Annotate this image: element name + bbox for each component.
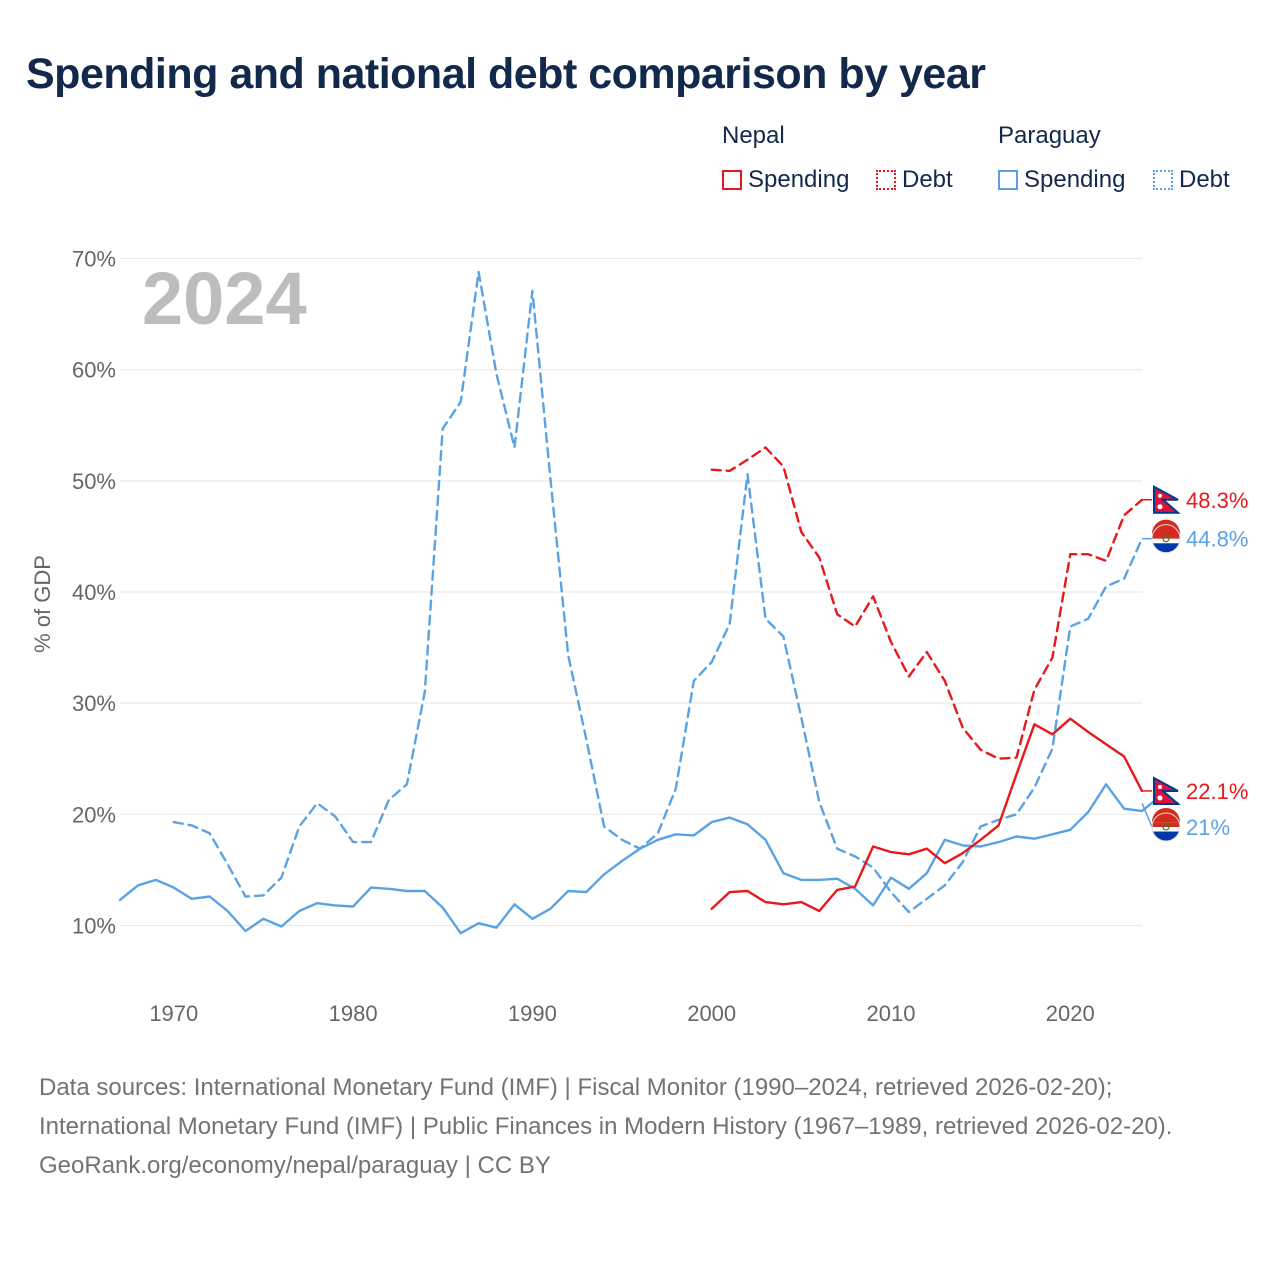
end-markers: 48.3% 44.8% 22.1% 21%: [1141, 485, 1248, 842]
solid-swatch-icon: [998, 170, 1018, 190]
legend-label: Spending: [748, 166, 850, 193]
solid-swatch-icon: [722, 170, 742, 190]
gridlines: [120, 258, 1142, 926]
y-tick-label: 70%: [72, 247, 116, 272]
paraguay-debt-line[interactable]: [172, 270, 1144, 914]
chart-title: Spending and national debt comparison by…: [26, 50, 986, 98]
x-tick-label: 2020: [1046, 1001, 1095, 1026]
credit-link[interactable]: GeoRank.org/economy/nepal/paraguay | CC …: [39, 1152, 551, 1179]
legend-item-nepal-debt[interactable]: Debt: [876, 166, 953, 194]
y-tick-label: 30%: [72, 691, 116, 716]
legend: Nepal Spending Debt Paraguay Spending De…: [722, 122, 1262, 202]
nepal-spending-end-label: 22.1%: [1186, 779, 1248, 804]
x-tick-label: 1990: [508, 1001, 557, 1026]
nepal-flag-icon: [1152, 485, 1181, 514]
y-tick-label: 20%: [72, 802, 116, 827]
paraguay-flag-icon: [1151, 519, 1181, 554]
legend-label: Debt: [902, 166, 953, 193]
y-axis-ticks: 10% 20% 30% 40% 50% 60% 70%: [72, 247, 116, 939]
x-axis-ticks: 1970 1980 1990 2000 2010 2020: [149, 1001, 1094, 1026]
paraguay-flag-icon: [1151, 807, 1181, 842]
legend-item-nepal-spending[interactable]: Spending: [722, 166, 849, 194]
line-chart: 10% 20% 30% 40% 50% 60% 70% 1970 1980 1990 2000 20…: [30, 247, 1248, 1026]
nepal-debt-end-label: 48.3%: [1186, 488, 1248, 513]
legend-item-paraguay-spending[interactable]: Spending: [998, 166, 1125, 194]
nepal-debt-line[interactable]: [710, 446, 1144, 760]
legend-country-paraguay: Paraguay: [998, 122, 1101, 149]
legend-label: Spending: [1024, 166, 1126, 193]
nepal-flag-icon: [1152, 776, 1181, 805]
end-connector: [1141, 802, 1153, 828]
x-tick-label: 2010: [867, 1001, 916, 1026]
series-lines: [118, 270, 1180, 935]
data-sources: Data sources: International Monetary Fun…: [39, 1074, 1173, 1140]
footer: Data sources: International Monetary Fun…: [39, 1068, 1239, 1185]
paraguay-spending-line[interactable]: [118, 783, 1180, 935]
legend-label: Debt: [1179, 166, 1230, 193]
y-tick-label: 60%: [72, 358, 116, 383]
dotted-swatch-icon: [876, 170, 896, 190]
paraguay-debt-end-label: 44.8%: [1186, 527, 1248, 552]
x-tick-label: 2000: [687, 1001, 736, 1026]
y-tick-label: 10%: [72, 913, 116, 938]
x-tick-label: 1970: [149, 1001, 198, 1026]
y-tick-label: 40%: [72, 580, 116, 605]
paraguay-spending-end-label: 21%: [1186, 815, 1230, 840]
x-tick-label: 1980: [329, 1001, 378, 1026]
nepal-spending-line[interactable]: [710, 717, 1144, 913]
year-watermark: 2024: [142, 257, 307, 340]
legend-country-nepal: Nepal: [722, 122, 785, 149]
legend-item-paraguay-debt[interactable]: Debt: [1153, 166, 1230, 194]
dotted-swatch-icon: [1153, 170, 1173, 190]
y-axis-label: % of GDP: [30, 555, 55, 653]
y-tick-label: 50%: [72, 469, 116, 494]
